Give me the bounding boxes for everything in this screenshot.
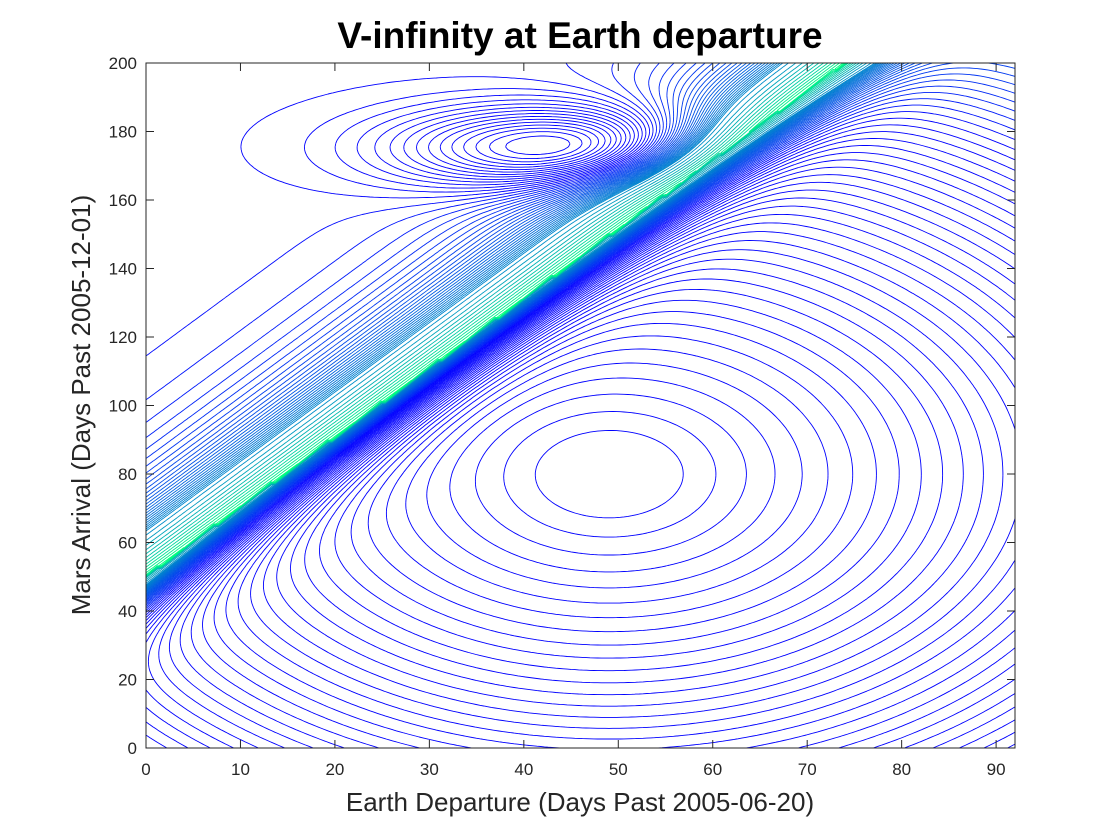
x-tick-label: 50 (609, 760, 628, 779)
contour-line (168, 118, 1015, 748)
contour-line (237, 231, 1015, 740)
contour-line (202, 127, 1015, 748)
x-tick-label: 0 (141, 760, 150, 779)
y-axis-label: Mars Arrival (Days Past 2005-12-01) (66, 195, 96, 615)
contour-line (146, 63, 1015, 601)
x-tick-label: 80 (892, 760, 911, 779)
contour-line (350, 311, 900, 646)
x-axis-label: Earth Departure (Days Past 2005-06-20) (346, 787, 814, 817)
x-tick-label: 30 (420, 760, 439, 779)
y-tick-label: 200 (109, 54, 137, 73)
contour-line (146, 110, 1015, 748)
contour-line (262, 249, 1015, 718)
contour-line (146, 99, 1015, 748)
x-tick-label: 40 (514, 760, 533, 779)
chart-title: V-infinity at Earth departure (337, 15, 822, 56)
x-axis: 0 10 20 30 40 50 60 70 80 90 (141, 63, 1006, 779)
x-tick-label: 70 (798, 760, 817, 779)
y-tick-label: 140 (109, 260, 137, 279)
contour-line (146, 103, 1015, 748)
contour-line (146, 106, 1015, 748)
contour-line (449, 377, 776, 573)
contour-line (319, 288, 944, 672)
y-tick-label: 120 (109, 328, 137, 347)
y-tick-label: 20 (118, 671, 137, 690)
contour-line (146, 63, 887, 590)
contour-lines (146, 63, 1015, 748)
y-tick-label: 160 (109, 191, 137, 210)
contour-line (474, 393, 747, 556)
contour-line (146, 88, 1015, 618)
contour-line (213, 131, 1015, 748)
contour-line (146, 94, 1015, 748)
contour-line (289, 268, 984, 696)
y-tick-label: 100 (109, 397, 137, 416)
contour-line (146, 63, 910, 596)
y-axis: 0 20 40 60 80 100 120 140 160 180 200 (109, 54, 1015, 758)
plot-box (145, 62, 1016, 749)
contour-line (179, 121, 1015, 748)
contour-line (146, 63, 1015, 603)
y-tick-label: 60 (118, 534, 137, 553)
contour-line (426, 362, 803, 589)
contour-line (146, 63, 898, 593)
contour-line (146, 63, 923, 598)
x-tick-label: 10 (231, 760, 250, 779)
contour-line (146, 63, 872, 584)
contour-line (158, 63, 845, 567)
x-tick-label: 60 (703, 760, 722, 779)
y-tick-label: 0 (128, 739, 137, 758)
contour-line (385, 335, 854, 619)
contour-line (146, 63, 1015, 608)
contour-line (503, 411, 717, 538)
y-tick-label: 80 (118, 465, 137, 484)
contour-line (146, 63, 1015, 609)
contour-line (304, 278, 964, 684)
contour-line (147, 113, 1015, 748)
contour-line (250, 240, 1015, 729)
contour-line (367, 322, 877, 633)
contour-line (534, 430, 684, 519)
contour-line (276, 258, 1004, 707)
contour-line (146, 63, 1015, 605)
contour-line (146, 63, 933, 599)
y-tick-label: 180 (109, 123, 137, 142)
contour-line (405, 348, 829, 604)
contour-line (146, 63, 906, 595)
y-tick-label: 40 (118, 602, 137, 621)
contour-line (158, 115, 1015, 748)
contour-line (225, 135, 1015, 748)
x-tick-label: 20 (325, 760, 344, 779)
contour-line (190, 124, 1015, 748)
contour-line (146, 63, 1015, 602)
contour-line (334, 299, 922, 659)
contour-line (146, 63, 1015, 613)
contour-line (146, 76, 1015, 616)
x-tick-label: 90 (987, 760, 1006, 779)
